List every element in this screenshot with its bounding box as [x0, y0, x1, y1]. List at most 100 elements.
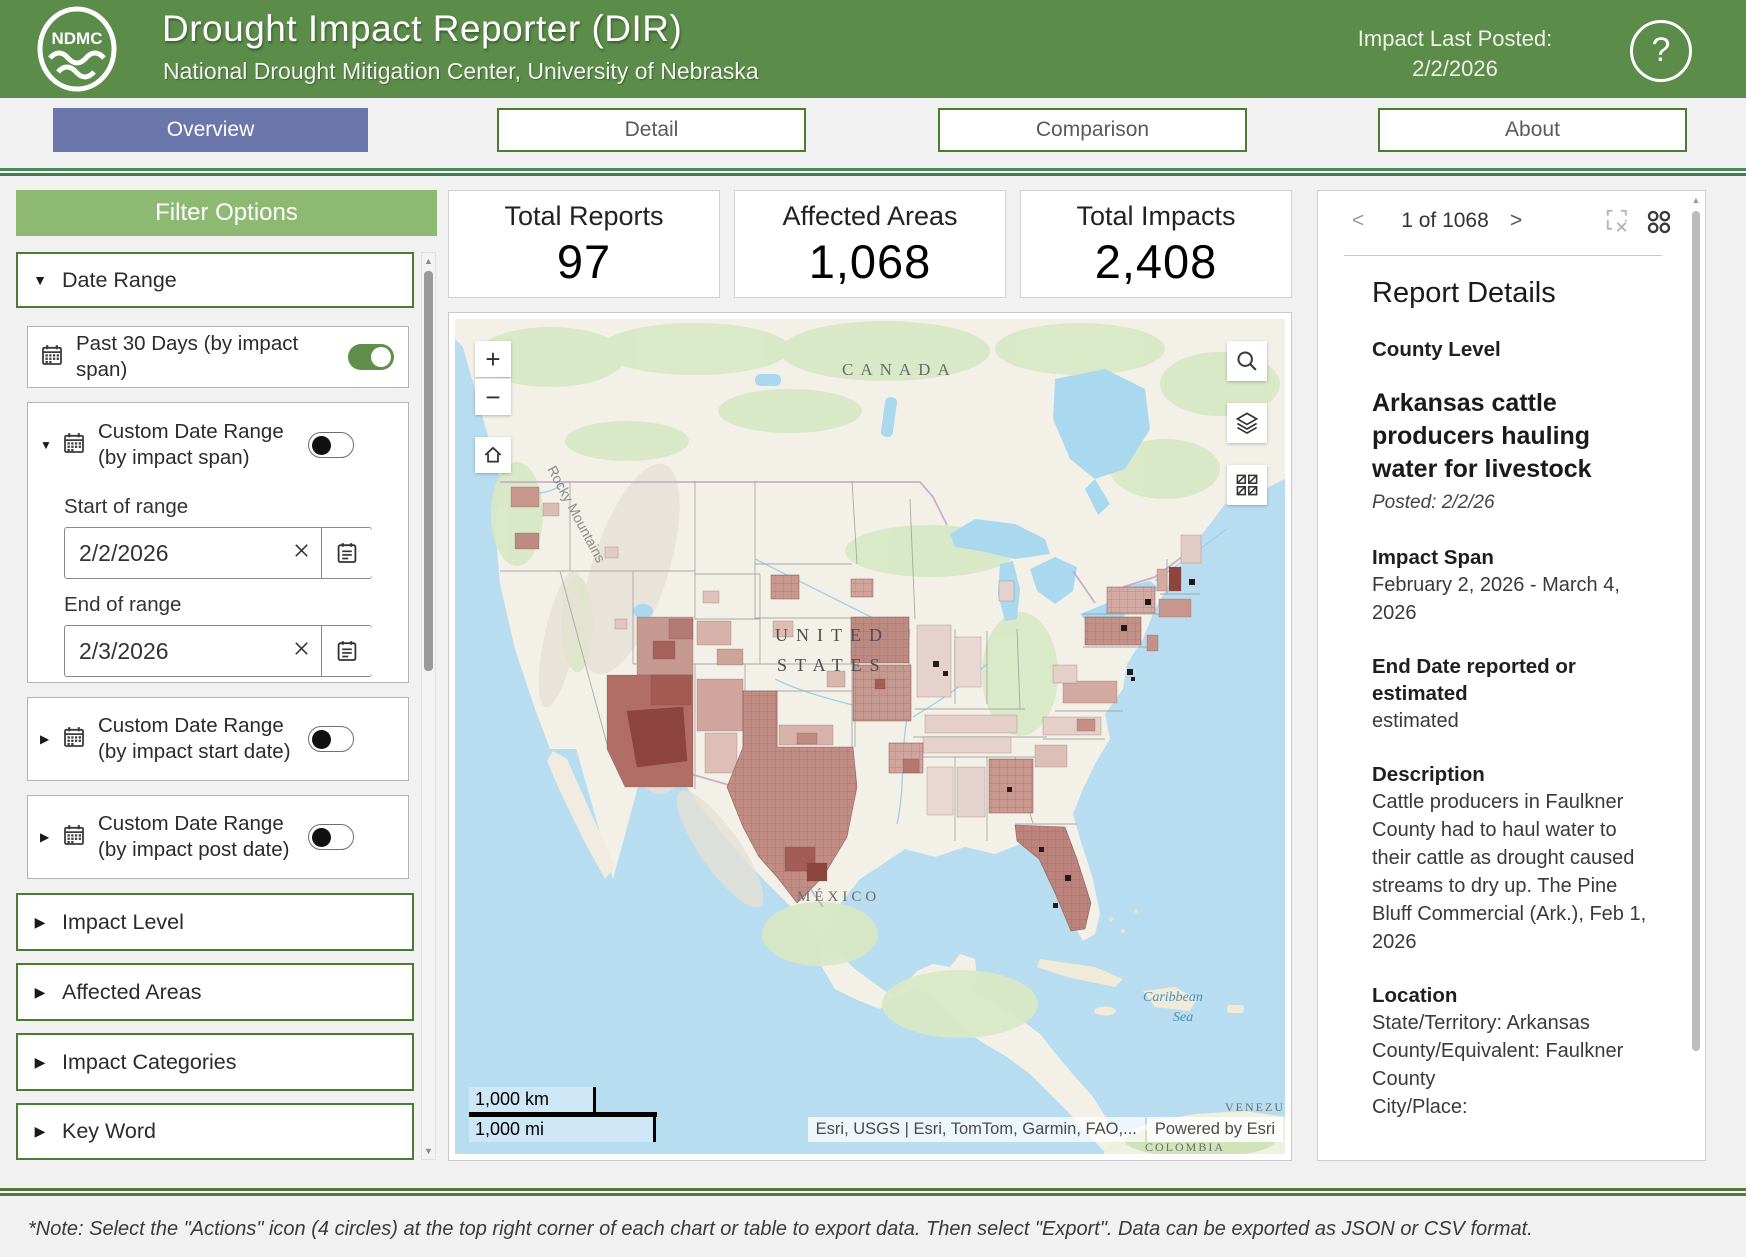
map-scale-bar: 1,000 km 1,000 mi: [469, 1087, 657, 1142]
chevron-right-icon: ▶: [34, 1123, 46, 1139]
scroll-down-icon[interactable]: ▼: [424, 1146, 433, 1156]
stat-total-reports: Total Reports 97: [448, 190, 720, 298]
layers-button[interactable]: [1227, 403, 1267, 443]
filter-label: Custom Date Range (by impact span): [98, 420, 284, 469]
accordion-impact-level[interactable]: ▶ Impact Level: [16, 893, 414, 951]
lakes-layer: [633, 369, 1160, 626]
clear-x-icon[interactable]: [281, 541, 321, 565]
accordion-impact-categories[interactable]: ▶ Impact Categories: [16, 1033, 414, 1091]
zoom-out-button[interactable]: −: [475, 378, 511, 415]
basemap-gallery-button[interactable]: [1227, 465, 1267, 505]
map-search-button[interactable]: [1227, 341, 1267, 381]
custom-range-start-toggle[interactable]: [308, 726, 354, 752]
accordion-label: Affected Areas: [62, 979, 202, 1004]
stat-label: Total Reports: [504, 201, 664, 231]
page-title: Drought Impact Reporter (DIR): [162, 8, 683, 49]
chevron-down-icon[interactable]: ▼: [40, 438, 52, 452]
accordion-label: Date Range: [62, 267, 177, 292]
scale-mi: 1,000 mi: [469, 1117, 656, 1142]
powered-by-esri: Powered by Esri: [1146, 1117, 1283, 1142]
stat-value: 2,408: [1094, 235, 1218, 288]
pager-position: 1 of 1068: [1401, 209, 1489, 232]
zoom-in-button[interactable]: +: [475, 341, 511, 377]
scale-km: 1,000 km: [469, 1087, 596, 1112]
vegetation-layer: [475, 321, 1280, 1154]
ndmc-logo: NDMC: [37, 6, 117, 92]
scroll-up-icon[interactable]: ▲: [1691, 195, 1701, 205]
end-date-field[interactable]: 2/3/2026: [64, 625, 372, 677]
location-state: State/Territory: Arkansas: [1372, 1012, 1590, 1034]
location-county: County/Equivalent: Faulkner County: [1372, 1040, 1624, 1090]
tab-detail[interactable]: Detail: [497, 108, 806, 152]
tab-about[interactable]: About: [1378, 108, 1687, 152]
start-of-range-label: Start of range: [64, 495, 189, 518]
impact-last-posted-date: 2/2/2026: [1412, 56, 1498, 81]
calendar-icon: [62, 431, 92, 460]
impact-last-posted-label: Impact Last Posted:: [1357, 26, 1553, 51]
filter-past-30-days: Past 30 Days (by impact span): [27, 326, 409, 388]
clear-selection-icon[interactable]: [1606, 209, 1630, 239]
date-picker-icon[interactable]: [321, 626, 372, 676]
accordion-label: Impact Level: [62, 909, 184, 934]
end-date-value[interactable]: 2/3/2026: [79, 637, 169, 664]
chevron-right-icon[interactable]: ▶: [40, 732, 50, 746]
start-date-field[interactable]: 2/2/2026: [64, 527, 372, 579]
home-extent-button[interactable]: [475, 437, 511, 473]
accordion-affected-areas[interactable]: ▶ Affected Areas: [16, 963, 414, 1021]
filter-scrollbar[interactable]: ▲ ▼: [421, 252, 436, 1160]
end-of-range-label: End of range: [64, 593, 182, 616]
calendar-icon: [62, 823, 92, 852]
label-mexico: MÉXICO: [797, 888, 880, 905]
past-30-days-toggle[interactable]: [348, 344, 394, 370]
start-date-value[interactable]: 2/2/2026: [79, 539, 169, 566]
filter-label: Past 30 Days (by impact span): [76, 332, 299, 381]
scrollbar-thumb[interactable]: [1692, 211, 1700, 1051]
report-scrollbar[interactable]: ▲: [1690, 195, 1702, 1155]
page-subtitle: National Drought Mitigation Center, Univ…: [163, 58, 759, 84]
actions-icon[interactable]: [1646, 209, 1672, 241]
accordion-date-range[interactable]: ▼ Date Range: [16, 252, 414, 308]
us-drought-map[interactable]: CANADA UNITED STATES MÉXICO Caribbean Se…: [455, 319, 1285, 1154]
report-details-title: Report Details: [1372, 277, 1556, 309]
report-level: County Level: [1372, 338, 1501, 361]
stat-value: 1,068: [808, 235, 932, 288]
top-separator: [0, 166, 1746, 178]
panel-divider: [1344, 255, 1662, 256]
map-card: CANADA UNITED STATES MÉXICO Caribbean Se…: [448, 312, 1292, 1161]
calendar-icon: [62, 725, 92, 754]
scale-bar-line: [469, 1112, 657, 1117]
ndmc-logo-text: NDMC: [52, 29, 103, 48]
report-content: Report Details County Level Arkansas cat…: [1372, 261, 1659, 1147]
filter-options-header: Filter Options: [16, 190, 437, 236]
city-impact-dots: [933, 579, 1195, 908]
stat-affected-areas: Affected Areas 1,068: [734, 190, 1006, 298]
label-venezuela: VENEZUE: [1225, 1100, 1285, 1114]
report-details-panel: < 1 of 1068 > Report Details County Leve…: [1317, 190, 1706, 1161]
label-caribbean: Caribbean: [1143, 990, 1203, 1005]
calendar-icon: [40, 343, 70, 372]
help-icon[interactable]: ?: [1630, 20, 1692, 82]
app-header: NDMC Drought Impact Reporter (DIR) Natio…: [0, 0, 1746, 98]
chevron-down-icon: ▼: [33, 272, 47, 288]
chevron-right-icon[interactable]: ▶: [40, 830, 50, 844]
chevron-right-icon: ▶: [34, 913, 46, 930]
filter-label: Custom Date Range (by impact start date): [98, 714, 291, 763]
stat-label: Affected Areas: [782, 201, 958, 231]
pager-next-icon[interactable]: >: [1510, 209, 1523, 232]
location-city: City/Place:: [1372, 1096, 1468, 1118]
clear-x-icon[interactable]: [281, 639, 321, 663]
tab-overview[interactable]: Overview: [53, 108, 368, 152]
scroll-up-icon[interactable]: ▲: [424, 256, 433, 266]
date-picker-icon[interactable]: [321, 528, 372, 578]
location-label: Location: [1372, 984, 1458, 1007]
scrollbar-thumb[interactable]: [424, 271, 433, 671]
tab-comparison[interactable]: Comparison: [938, 108, 1247, 152]
pager-prev-icon[interactable]: <: [1352, 209, 1365, 232]
end-date-label: End Date reported or estimated: [1372, 655, 1576, 705]
custom-range-span-toggle[interactable]: [308, 432, 354, 458]
filter-custom-range-post: ▶ Custom Date Range (by impact post date…: [27, 795, 409, 879]
description-label: Description: [1372, 763, 1485, 786]
label-canada: CANADA: [842, 360, 957, 379]
accordion-key-word[interactable]: ▶ Key Word: [16, 1103, 414, 1160]
custom-range-post-toggle[interactable]: [308, 824, 354, 850]
